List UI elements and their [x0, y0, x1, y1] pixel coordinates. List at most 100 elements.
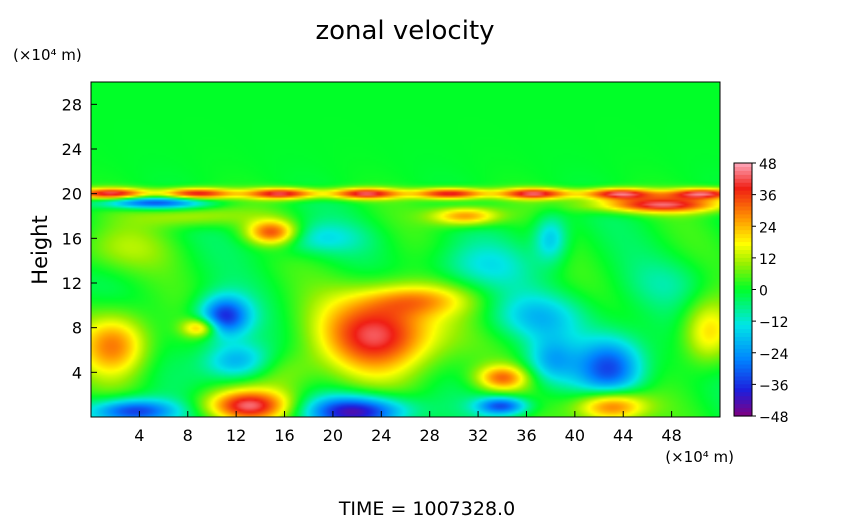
- colorbar-band: [734, 273, 752, 279]
- colorbar-band: [734, 166, 752, 172]
- colorbar-band: [734, 253, 752, 259]
- x-tick-label: 32: [468, 426, 488, 445]
- colorbar-band: [734, 392, 752, 397]
- colorbar-band: [734, 226, 752, 231]
- colorbar-band: [734, 404, 752, 409]
- y-tick-label: 20: [62, 185, 82, 204]
- colorbar-band: [734, 344, 752, 350]
- colorbar-band: [734, 317, 752, 322]
- colorbar-band: [734, 412, 752, 417]
- colorbar-band: [734, 222, 752, 227]
- colorbar-band: [734, 198, 752, 204]
- colorbar-band: [734, 352, 752, 358]
- colorbar-tick-label: 24: [759, 220, 777, 236]
- y-tick-label: 8: [72, 319, 82, 338]
- colorbar-band: [734, 218, 752, 223]
- colorbar-band: [734, 368, 752, 374]
- colorbar-band: [734, 388, 752, 393]
- colorbar-band: [734, 372, 752, 378]
- colorbar-band: [734, 190, 752, 196]
- x-tick-label: 40: [565, 426, 585, 445]
- colorbar-band: [734, 340, 752, 346]
- colorbar-band: [734, 336, 752, 342]
- colorbar-band: [734, 396, 752, 401]
- y-tick-label: 16: [62, 229, 82, 248]
- x-unit-label: (×10⁴ m): [665, 448, 734, 466]
- x-axis: 4 8 12 16 20 24 28 32 36 40 44 48: [134, 411, 682, 445]
- x-tick-label: 4: [134, 426, 144, 445]
- colorbar-band: [734, 269, 752, 275]
- x-tick-label: 28: [420, 426, 440, 445]
- x-tick-label: 36: [516, 426, 536, 445]
- colorbar-tick-label: 36: [759, 189, 777, 205]
- colorbar-band: [734, 313, 752, 318]
- colorbar-tick-label: −48: [759, 410, 789, 426]
- colorbar-band: [734, 305, 752, 310]
- colorbar-tick-label: 12: [759, 252, 777, 268]
- plot-frame: [90, 81, 721, 418]
- colorbar-band: [734, 277, 752, 283]
- x-tick-label: 8: [183, 426, 193, 445]
- colorbar-band: [734, 261, 752, 267]
- y-tick-label: 12: [62, 274, 82, 293]
- colorbar-band: [734, 384, 752, 389]
- colorbar-band: [734, 174, 752, 180]
- y-tick-label: 4: [72, 363, 82, 382]
- colorbar-band: [734, 249, 752, 255]
- colorbar-band: [734, 202, 752, 208]
- colorbar-band: [734, 182, 752, 188]
- heatmap-image: [91, 82, 720, 417]
- colorbar-band: [734, 234, 752, 239]
- y-axis: 4 8 12 16 20 24 28: [62, 95, 97, 382]
- x-tick-label: 24: [371, 426, 391, 445]
- colorbar-band: [734, 257, 752, 263]
- colorbar-band: [734, 210, 752, 215]
- colorbar-band: [734, 242, 752, 247]
- x-tick-label: 12: [226, 426, 246, 445]
- colorbar-band: [734, 364, 752, 370]
- colorbar-band: [734, 206, 752, 212]
- colorbar-band: [734, 214, 752, 219]
- colorbar-bands: [734, 163, 752, 417]
- colorbar-band: [734, 293, 752, 299]
- time-footer: TIME = 1007328.0: [338, 498, 515, 519]
- y-tick-label: 24: [62, 140, 82, 159]
- colorbar-band: [734, 289, 752, 295]
- colorbar-ticks: 48 36 24 12 0 −12 −24 −36 −48: [752, 157, 789, 426]
- y-unit-label: (×10⁴ m): [13, 46, 82, 64]
- colorbar-band: [734, 186, 752, 192]
- y-axis-label: Height: [28, 215, 52, 284]
- colorbar-band: [734, 400, 752, 405]
- colorbar-tick-label: −36: [759, 378, 789, 394]
- colorbar-band: [734, 360, 752, 366]
- colorbar-band: [734, 265, 752, 271]
- heatmap-field: [91, 82, 720, 417]
- colorbar-band: [734, 329, 752, 334]
- x-tick-label: 16: [274, 426, 294, 445]
- colorbar-band: [734, 238, 752, 243]
- x-tick-label: 44: [613, 426, 633, 445]
- colorbar-band: [734, 408, 752, 413]
- colorbar-band: [734, 246, 752, 251]
- colorbar-tick-label: 0: [759, 284, 768, 300]
- chart-title: zonal velocity: [315, 16, 494, 46]
- colorbar-tick-label: −12: [759, 315, 789, 331]
- colorbar-band: [734, 297, 752, 302]
- colorbar: 48 36 24 12 0 −12 −24 −36 −48: [733, 157, 789, 426]
- colorbar-band: [734, 170, 752, 176]
- colorbar-band: [734, 380, 752, 385]
- y-tick-label: 28: [62, 95, 82, 114]
- colorbar-band: [734, 356, 752, 362]
- x-tick-label: 20: [323, 426, 343, 445]
- colorbar-band: [734, 163, 752, 168]
- colorbar-band: [734, 348, 752, 354]
- colorbar-band: [734, 325, 752, 330]
- colorbar-band: [734, 281, 752, 287]
- colorbar-band: [734, 321, 752, 326]
- colorbar-band: [734, 194, 752, 200]
- colorbar-tick-label: −24: [759, 347, 789, 363]
- colorbar-band: [734, 309, 752, 314]
- colorbar-tick-label: 48: [759, 157, 777, 173]
- colorbar-band: [734, 301, 752, 306]
